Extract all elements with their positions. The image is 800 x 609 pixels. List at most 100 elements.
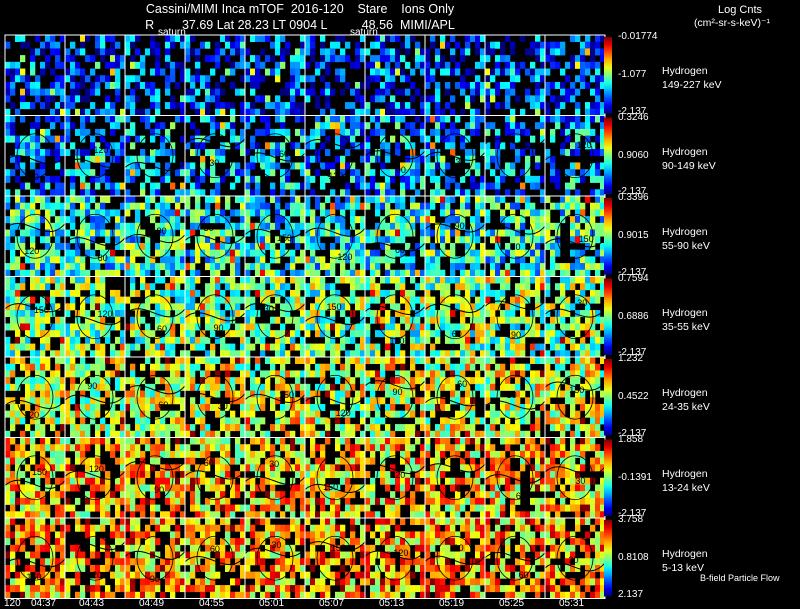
contour-line <box>124 308 186 318</box>
contour-label: 90 <box>453 542 464 553</box>
time-tick: 05:25 <box>499 598 525 609</box>
contour-ring <box>496 535 534 581</box>
contour-label: 120 <box>335 407 351 418</box>
contour-label: 30 <box>203 222 214 233</box>
contour-label: 90 <box>150 142 161 153</box>
contour-label: 30 <box>577 298 588 309</box>
contour-label: 30 <box>568 554 579 565</box>
contour-ring <box>316 455 354 501</box>
contour-label: 60 <box>209 544 220 555</box>
contour-ring <box>496 213 534 259</box>
contour-label: 120 <box>93 144 109 155</box>
contour-line <box>304 541 366 551</box>
contour-label: 150 <box>33 304 49 315</box>
contour-line <box>544 308 606 318</box>
contour-ring <box>496 374 534 420</box>
contour-label: 60 <box>28 171 39 182</box>
contour-line <box>124 550 186 560</box>
contour-ring <box>256 535 294 581</box>
contour-line <box>64 541 126 551</box>
contour-ring <box>436 133 474 179</box>
contour-line <box>424 555 486 565</box>
colorbar-4 <box>604 278 612 355</box>
contour-label: 60 <box>451 328 462 339</box>
contour-ring <box>376 133 414 179</box>
contour-ring <box>376 213 414 259</box>
contour-label: 120 <box>88 464 104 475</box>
time-tick: 05:13 <box>379 598 405 609</box>
contour-label: 120 <box>87 570 103 581</box>
contour-label: 120 <box>390 470 406 481</box>
contour-label: 90 <box>392 386 403 397</box>
contour-line <box>64 394 126 404</box>
contour-ring <box>196 374 234 420</box>
units: (cm²-sr-s-keV)⁻¹ <box>693 17 771 29</box>
colorbar-1 <box>604 37 612 114</box>
colorbar-max: -0.01774 <box>618 31 658 42</box>
contour-ring <box>316 294 354 340</box>
row-7-panels <box>4 517 606 599</box>
contour-ring <box>376 294 414 340</box>
contour-line <box>244 547 306 557</box>
time-tick: 04:37 <box>31 598 57 609</box>
colorbar-max: 3.758 <box>618 514 644 525</box>
contour-label: 30 <box>510 242 521 253</box>
time-tick: 05:31 <box>559 598 585 609</box>
species-label: Hydrogen <box>662 467 708 480</box>
colorbar-min: -2.137 <box>618 266 647 278</box>
contour-ring <box>556 374 594 420</box>
colorbar-max: 1.858 <box>618 433 644 445</box>
contour-label: 120 <box>24 410 40 421</box>
colorbar-max: 0.3246 <box>618 111 649 123</box>
chart-title: Cassini/MIMI Inca mTOF 2016-120 Stare Io… <box>145 2 455 16</box>
contour-label: 120 <box>393 548 409 559</box>
contour-ring <box>196 294 234 340</box>
time-tick: 05:01 <box>259 598 285 609</box>
contour-ring <box>16 294 54 340</box>
contour-label: 30 <box>506 390 517 401</box>
day-label: 120 <box>4 598 21 609</box>
contour-label: 150 <box>32 466 48 477</box>
contour-label: 30 <box>209 157 220 168</box>
energy-label: 55-90 keV <box>662 240 710 252</box>
colorbar-mid: 0.8108 <box>618 552 649 564</box>
contour-label: 90 <box>213 322 224 333</box>
colorbar-mid: 0.9015 <box>618 230 649 242</box>
contour-line <box>484 138 546 148</box>
contour-ring <box>196 213 234 259</box>
colorbar-min: -2.137 <box>618 427 647 439</box>
time-tick: 05:07 <box>319 598 345 609</box>
contour-ring <box>556 213 594 259</box>
contour-line <box>424 397 486 407</box>
contour-label: 150 <box>278 390 294 400</box>
colorbar-6 <box>604 439 612 516</box>
row-3-panels <box>4 195 606 277</box>
contour-label: 60 <box>156 323 167 334</box>
contour-line <box>364 464 426 474</box>
energy-label: 13-24 keV <box>662 481 710 494</box>
contour-line <box>304 227 366 237</box>
contour-ring <box>76 213 114 259</box>
contour-line <box>124 461 186 471</box>
contour-line <box>364 380 426 390</box>
contour-line <box>544 238 606 248</box>
units-label: Log Cnts <box>717 4 763 16</box>
contour-label: 90 <box>156 226 167 237</box>
contour-line <box>424 151 486 161</box>
contour-line <box>64 470 126 480</box>
colorbar-mid: -0.1391 <box>618 471 652 483</box>
contour-label: 60 <box>203 458 214 469</box>
contour-ring <box>16 133 54 179</box>
time-tick: 05:19 <box>439 598 465 609</box>
contour-ring <box>316 535 354 581</box>
contour-ring <box>76 374 114 420</box>
contour-ring <box>436 535 474 581</box>
contour-line <box>304 483 366 493</box>
contour-label: 150 <box>323 482 339 493</box>
row-6-panels <box>4 437 606 519</box>
contour-label: 30 <box>263 303 274 314</box>
contour-ring <box>16 213 54 259</box>
contour-ring <box>316 213 354 259</box>
contour-line <box>544 466 606 476</box>
contour-line <box>484 225 546 235</box>
